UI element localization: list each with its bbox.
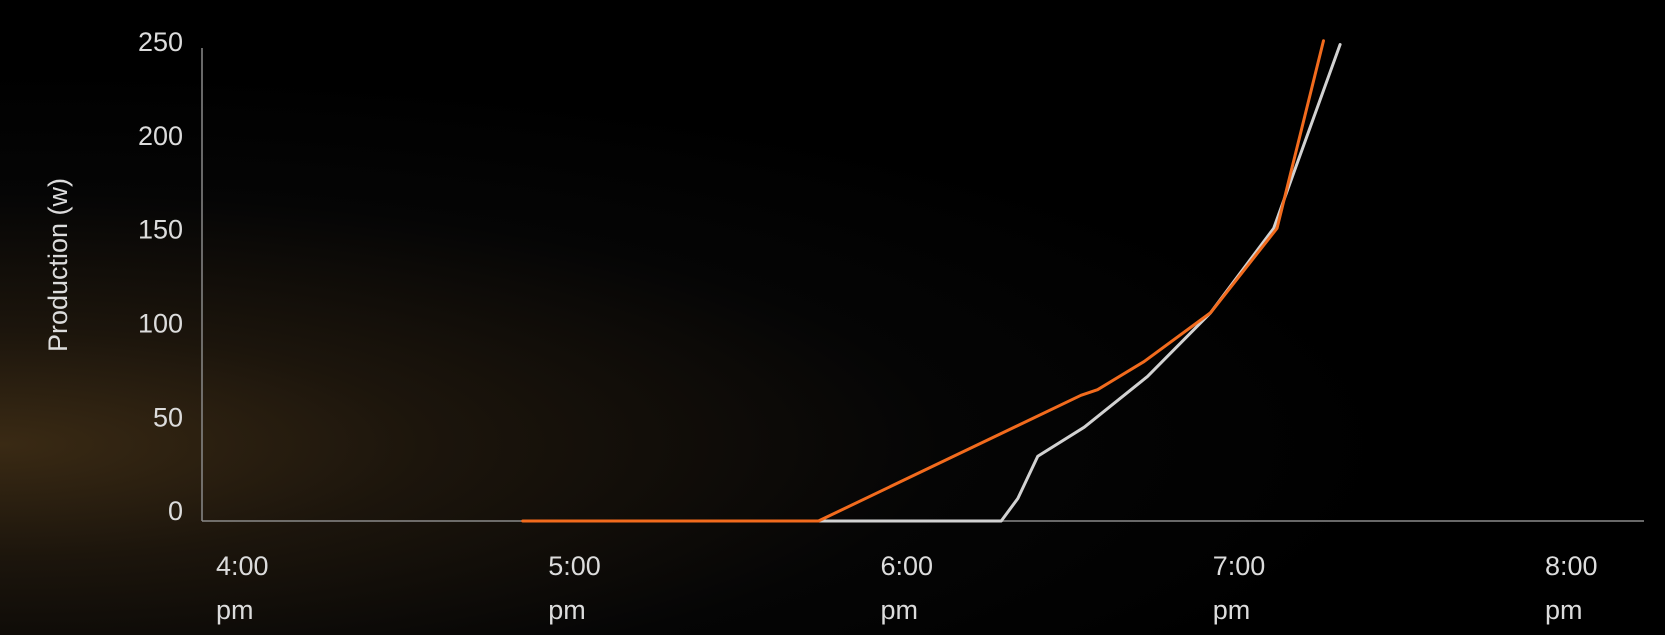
y-tick-label: 150 xyxy=(138,215,183,245)
x-tick-label: 8:00 pm xyxy=(1545,551,1598,625)
y-axis-label: Production (w) xyxy=(43,178,73,352)
x-tick-label: 6:00 pm xyxy=(880,551,934,625)
line xyxy=(816,42,1342,523)
y-tick-label: 250 xyxy=(138,27,183,57)
x-tick-label: 4:00 pm xyxy=(216,551,269,625)
y-tick-label: 200 xyxy=(138,121,183,151)
y-tick-label: 0 xyxy=(168,496,183,526)
x-tick-label: 7:00 pm xyxy=(1212,551,1266,625)
x-tick-label: 5:00 pm xyxy=(548,551,601,625)
line xyxy=(521,39,1325,523)
y-tick-label: 100 xyxy=(138,309,183,339)
y-tick-label: 50 xyxy=(153,402,183,432)
